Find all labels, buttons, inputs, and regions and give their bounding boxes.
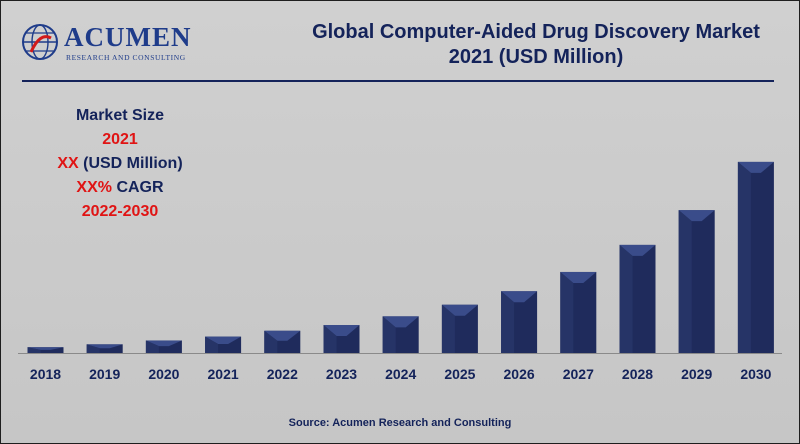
x-tick-label-2024: 2024 [385, 366, 416, 382]
x-tick-label-2026: 2026 [504, 366, 535, 382]
bar-2018 [27, 347, 64, 353]
forecast-period: 2022-2030 [81, 203, 159, 220]
bar-bevel [382, 316, 419, 328]
bar-2028 [619, 244, 656, 353]
x-tick-label-2021: 2021 [208, 366, 239, 382]
market-year: 2021 [102, 131, 138, 148]
bar-bevel [441, 304, 478, 316]
bar-shade [560, 271, 574, 353]
bar-shade [86, 344, 100, 353]
bar-shade [27, 347, 41, 353]
globe-icon [22, 24, 58, 60]
bar-2024 [382, 316, 419, 353]
bar-bevel [205, 336, 242, 344]
header-divider [22, 80, 774, 82]
brand-logo: ACUMEN RESEARCH AND CONSULTING [18, 20, 196, 66]
bar-2019 [86, 344, 123, 353]
bar-shade [441, 304, 455, 353]
chart-title-line2: 2021 (USD Million) [448, 46, 624, 68]
cagr-value: XX% [76, 179, 112, 196]
cagr-line: XX% CAGR [30, 176, 210, 200]
bar-2027 [560, 271, 597, 353]
bar-bevel [86, 344, 123, 349]
bar-shade [501, 291, 515, 353]
bar-bevel [737, 161, 774, 173]
bar-bevel [501, 291, 538, 303]
market-unit: (USD Million) [78, 155, 183, 172]
bar-bevel [264, 330, 301, 341]
bar-shade [619, 244, 633, 353]
x-tick-label-2020: 2020 [148, 366, 179, 382]
chart-title: Global Computer-Aided Drug Discovery Mar… [262, 20, 790, 70]
x-tick-label-2028: 2028 [622, 366, 653, 382]
bar-shade [678, 210, 692, 353]
brand-name: ACUMEN [64, 22, 192, 52]
bar-shade [264, 330, 278, 353]
x-tick-label-2025: 2025 [444, 366, 475, 382]
bar-shade [145, 340, 159, 353]
bar-bevel [27, 347, 64, 350]
x-tick-label-2022: 2022 [267, 366, 298, 382]
x-tick-label-2030: 2030 [740, 366, 771, 382]
market-value-line: XX (USD Million) [30, 152, 210, 176]
brand-tagline: RESEARCH AND CONSULTING [66, 53, 186, 62]
market-value: XX [57, 155, 79, 172]
bar-bevel [678, 210, 715, 222]
bar-2022 [264, 330, 301, 353]
source-note: Source: Acumen Research and Consulting [288, 417, 512, 429]
bar-bevel [323, 325, 360, 337]
x-tick-label-2029: 2029 [681, 366, 712, 382]
bar-body [27, 347, 64, 353]
bar-shade [205, 336, 219, 353]
x-tick-label-2019: 2019 [89, 366, 120, 382]
market-size-label: Market Size [75, 107, 165, 124]
x-tick-label-2027: 2027 [563, 366, 594, 382]
bar-bevel [145, 340, 182, 347]
bar-2026 [501, 291, 538, 353]
bar-bevel [560, 271, 597, 283]
bar-2030 [737, 161, 774, 353]
market-info-box: Market Size 2021 XX (USD Million) XX% CA… [30, 104, 210, 224]
bar-2025 [441, 304, 478, 353]
bar-body [86, 344, 123, 353]
chart-title-line1: Global Computer-Aided Drug Discovery Mar… [312, 21, 760, 43]
bar-shade [737, 161, 751, 353]
bar-2021 [205, 336, 242, 353]
bar-shade [382, 316, 396, 353]
x-tick-label-2018: 2018 [30, 366, 61, 382]
x-tick-label-2023: 2023 [326, 366, 357, 382]
bar-2020 [145, 340, 182, 353]
bar-bevel [619, 244, 656, 256]
bar-2023 [323, 325, 360, 353]
bar-shade [323, 325, 337, 353]
bar-2029 [678, 210, 715, 353]
cagr-label: CAGR [112, 179, 164, 196]
